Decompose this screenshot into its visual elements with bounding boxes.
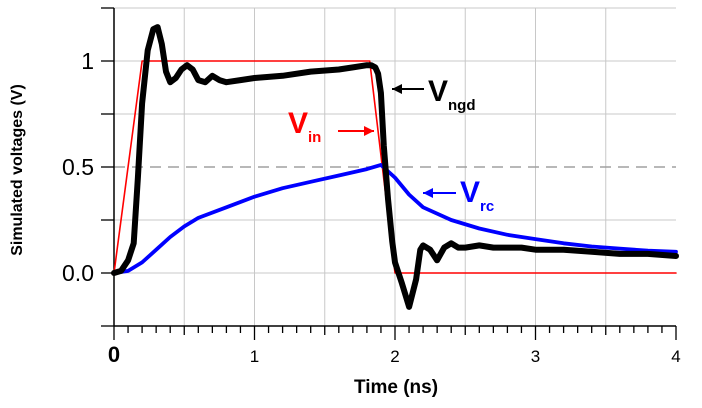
series-line-v-ngd — [111, 24, 679, 310]
x-axis-label: Time (ns) — [353, 377, 439, 398]
annotation-v-rc: Vrc — [460, 176, 494, 215]
arrow-ngd-head — [392, 84, 402, 94]
y-tick-label: 0.0 — [62, 260, 94, 286]
x-tick-label: 1 — [250, 347, 259, 366]
x-tick-label: 3 — [531, 347, 540, 366]
x-tick-label: 2 — [390, 347, 399, 366]
series-annotations: Vngd Vin Vrc — [288, 75, 494, 215]
y-axis-label: Simulated voltages (V) — [9, 84, 26, 256]
x-tick-label: 4 — [671, 347, 680, 366]
arrow-rc-head — [423, 188, 433, 198]
series-lines — [111, 24, 679, 310]
annotation-v-ngd: Vngd — [428, 75, 476, 114]
x-tick-label: 0 — [108, 342, 120, 367]
series-line-v-in — [113, 60, 677, 274]
annotation-v-in: Vin — [288, 107, 321, 146]
y-tick-label: 0.5 — [62, 154, 94, 180]
axes: 0.0 0.5 1 0 1 2 3 4 — [62, 7, 681, 367]
arrow-in-head — [364, 126, 374, 136]
y-tick-label: 1 — [81, 48, 94, 74]
grid-lines — [114, 7, 676, 327]
series-line-v-rc — [112, 163, 678, 275]
